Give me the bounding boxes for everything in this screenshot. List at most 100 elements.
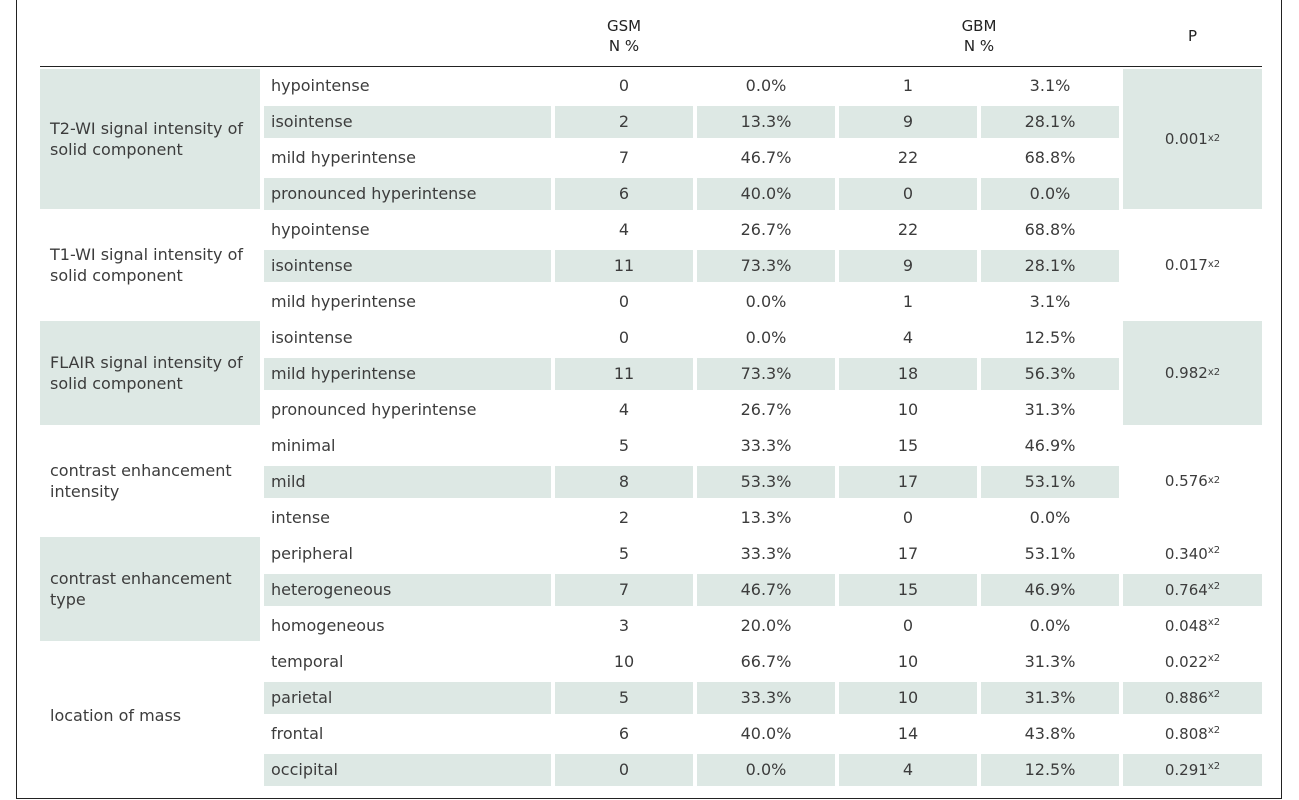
gbm-n-cell: 18 [839, 358, 977, 390]
row-label: frontal [271, 724, 324, 743]
header-gbm: GBM N % [839, 16, 1119, 68]
gsm-n-cell: 11 [555, 250, 693, 282]
group-label: location of mass [50, 705, 182, 725]
row-label: mild [264, 466, 551, 498]
gbm-n-cell: 9 [839, 250, 977, 282]
gbm-percent-cell: 53.1% [1024, 544, 1076, 563]
chi-square-marker: x2 [1207, 689, 1221, 700]
gsm-percent-cell: 20.0% [740, 616, 792, 635]
p-value-cell: 0.022x2 [1164, 653, 1221, 671]
gsm-n-cell: 0 [618, 76, 630, 95]
gbm-n-cell: 4 [902, 328, 914, 347]
row-label: hypointense [271, 220, 370, 239]
row-label: isointense [264, 250, 551, 282]
gbm-n-cell: 9 [839, 106, 977, 138]
gsm-n-cell: 0 [555, 754, 693, 786]
gbm-percent-cell: 31.3% [981, 682, 1119, 714]
gbm-n-cell: 17 [897, 544, 919, 563]
row-label: peripheral [271, 544, 353, 563]
p-value-cell: 0.340x2 [1164, 545, 1221, 563]
gbm-n-cell: 22 [897, 148, 919, 167]
gsm-n-cell: 5 [555, 682, 693, 714]
gsm-percent-cell: 13.3% [697, 106, 835, 138]
gbm-n-cell: 17 [839, 466, 977, 498]
gbm-n-cell: 0 [902, 616, 914, 635]
gbm-n-cell: 22 [897, 220, 919, 239]
chi-square-marker: x2 [1207, 617, 1221, 628]
p-value-cell: 0.017 x2 [1164, 256, 1221, 274]
header-p: P [1123, 26, 1262, 78]
p-value-cell: 0.764x2 [1123, 574, 1262, 606]
gsm-percent-cell: 0.0% [745, 328, 787, 347]
gsm-percent-cell: 33.3% [740, 544, 792, 563]
header-gbm-title: GBM [961, 17, 997, 35]
gsm-n-cell: 5 [618, 544, 630, 563]
row-label: mild hyperintense [271, 292, 416, 311]
gsm-n-cell: 3 [618, 616, 630, 635]
row-label: pronounced hyperintense [271, 400, 477, 419]
gsm-percent-cell: 40.0% [697, 178, 835, 210]
gsm-n-cell: 6 [618, 724, 630, 743]
gsm-n-cell: 5 [618, 436, 630, 455]
p-value-cell: 0.048x2 [1164, 617, 1221, 635]
header-rule [40, 66, 1262, 67]
gbm-percent-cell: 0.0% [1029, 616, 1071, 635]
gsm-percent-cell: 33.3% [740, 436, 792, 455]
gbm-n-cell: 15 [839, 574, 977, 606]
chi-square-marker: x2 [1207, 653, 1221, 664]
gbm-percent-cell: 68.8% [1024, 220, 1076, 239]
gsm-percent-cell: 46.7% [697, 574, 835, 606]
gsm-n-cell: 4 [618, 400, 630, 419]
gsm-n-cell: 2 [618, 508, 630, 527]
chi-square-marker: x2 [1207, 545, 1221, 556]
gbm-n-cell: 1 [902, 292, 914, 311]
gsm-percent-cell: 73.3% [697, 250, 835, 282]
gbm-n-cell: 10 [897, 400, 919, 419]
row-label: pronounced hyperintense [264, 178, 551, 210]
gbm-percent-cell: 3.1% [1029, 76, 1071, 95]
gbm-percent-cell: 0.0% [981, 178, 1119, 210]
p-value-cell: 0.576 x2 [1164, 472, 1221, 490]
gbm-n-cell: 10 [897, 652, 919, 671]
gbm-percent-cell: 3.1% [1029, 292, 1071, 311]
header-gsm-title: GSM [606, 17, 642, 35]
row-label: heterogeneous [264, 574, 551, 606]
p-value-cell: 0.982 x2 [1123, 321, 1262, 425]
gbm-n-cell: 0 [902, 508, 914, 527]
p-value-cell: 0.808x2 [1164, 725, 1221, 743]
gbm-percent-cell: 56.3% [981, 358, 1119, 390]
header-gbm-sub: N % [963, 37, 995, 55]
header-gsm-sub: N % [608, 37, 640, 55]
gsm-n-cell: 6 [555, 178, 693, 210]
gbm-n-cell: 15 [897, 436, 919, 455]
gsm-percent-cell: 73.3% [697, 358, 835, 390]
chi-square-marker: x2 [1207, 725, 1221, 736]
p-value-cell: 0.291x2 [1123, 754, 1262, 786]
gsm-percent-cell: 26.7% [740, 220, 792, 239]
row-label: occipital [264, 754, 551, 786]
gbm-n-cell: 10 [839, 682, 977, 714]
group-label: FLAIR signal intensity of solid componen… [40, 321, 260, 425]
gsm-n-cell: 11 [555, 358, 693, 390]
gbm-n-cell: 14 [897, 724, 919, 743]
row-label: isointense [271, 328, 353, 347]
gsm-percent-cell: 13.3% [740, 508, 792, 527]
p-value-cell: 0.886x2 [1123, 682, 1262, 714]
chi-square-marker: x2 [1207, 761, 1221, 772]
row-label: temporal [271, 652, 344, 671]
gsm-percent-cell: 0.0% [697, 754, 835, 786]
gsm-percent-cell: 46.7% [740, 148, 792, 167]
gsm-percent-cell: 0.0% [745, 292, 787, 311]
gbm-n-cell: 4 [839, 754, 977, 786]
gsm-n-cell: 4 [618, 220, 630, 239]
gbm-percent-cell: 28.1% [981, 250, 1119, 282]
gsm-percent-cell: 66.7% [740, 652, 792, 671]
gbm-percent-cell: 0.0% [1029, 508, 1071, 527]
gbm-n-cell: 1 [902, 76, 914, 95]
gsm-n-cell: 7 [555, 574, 693, 606]
row-label: hypointense [271, 76, 370, 95]
gsm-n-cell: 7 [618, 148, 630, 167]
gbm-percent-cell: 28.1% [981, 106, 1119, 138]
gbm-percent-cell: 53.1% [981, 466, 1119, 498]
gbm-percent-cell: 46.9% [981, 574, 1119, 606]
